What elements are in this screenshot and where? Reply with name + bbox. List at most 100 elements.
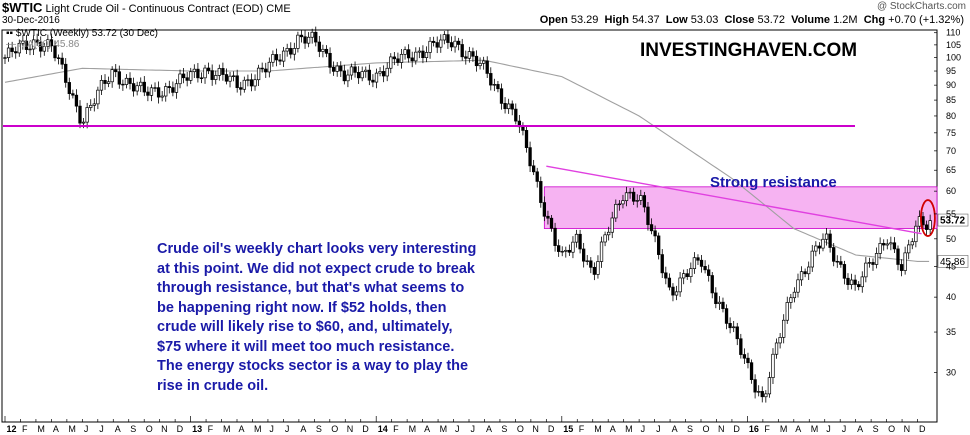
x-tick-label: A [672, 424, 678, 434]
candle-body [392, 56, 396, 60]
candle-body [682, 273, 686, 279]
candle-body [303, 36, 307, 44]
y-tick-label: 95 [946, 66, 956, 76]
candle-body [442, 34, 447, 41]
candle-body [610, 217, 614, 233]
x-tick-label: S [873, 424, 879, 434]
x-tick-label: D [919, 424, 926, 434]
candle-body [199, 77, 204, 79]
candle-body [728, 323, 732, 329]
candle-body [542, 202, 547, 217]
watermark: @ StockCharts.com [876, 1, 966, 12]
candle-body [560, 250, 564, 253]
candle-body [689, 268, 693, 277]
candle-body [128, 77, 132, 84]
candle-body [646, 206, 650, 225]
candle-body [246, 79, 250, 81]
candle-body [924, 224, 929, 230]
low-label: Low [665, 14, 688, 26]
candle-body [296, 34, 300, 49]
candle-body [885, 243, 889, 246]
candle-body [485, 60, 489, 74]
candle-body [160, 95, 164, 98]
candle-body [849, 279, 854, 285]
candle-body [839, 261, 843, 265]
chart-legend: ▪▪ $WTIC (Weekly) 53.72 (30 Dec) — MA(90… [6, 28, 158, 50]
candle-body [464, 56, 468, 59]
candle-body [264, 68, 268, 73]
chart-symbol: $WTIC [2, 0, 43, 15]
candle-body [46, 39, 50, 47]
x-tick-label: 12 [7, 424, 17, 434]
candle-body [267, 61, 271, 73]
candle-body [360, 71, 364, 79]
candle-body [828, 233, 832, 248]
candle-body [678, 277, 682, 293]
candle-body [474, 55, 479, 67]
candle-body [124, 77, 129, 85]
x-tick-label: M [594, 424, 602, 434]
candle-body [632, 191, 636, 202]
candle-body [853, 279, 857, 285]
breakout-ellipse [920, 199, 936, 237]
candle-body [171, 87, 175, 93]
candle-body [31, 39, 36, 50]
candle-body [71, 93, 75, 96]
x-tick-label: A [115, 424, 121, 434]
candle-body [371, 79, 375, 83]
candle-body [381, 71, 386, 77]
x-tick-label: F [208, 424, 214, 434]
candle-body [685, 273, 689, 277]
last-close-tag-text: 53.72 [940, 216, 965, 227]
candle-body [810, 250, 814, 268]
x-tick-label: D [177, 424, 184, 434]
candle-body [842, 264, 847, 279]
candle-body [299, 34, 304, 38]
volume-label: Volume [791, 14, 831, 26]
x-tick-label: O [146, 424, 153, 434]
candle-body [635, 200, 639, 202]
candle-body [785, 302, 789, 321]
candle-body [439, 39, 443, 48]
last-close-tag-box [937, 213, 969, 227]
candle-body [492, 84, 497, 86]
ma90-line [4, 59, 930, 262]
x-tick-label: M [254, 424, 262, 434]
candle-body [60, 57, 64, 65]
candle-body [599, 241, 604, 262]
candle-body [535, 171, 539, 182]
candle-body [217, 68, 221, 76]
candle-body [339, 65, 343, 72]
y-tick-label: 55 [946, 209, 956, 219]
candle-body [356, 72, 361, 79]
candle-body [181, 73, 186, 79]
candle-body [832, 247, 836, 262]
candle-body [424, 52, 429, 59]
candle-body [249, 79, 254, 87]
x-tick-label: J [285, 424, 290, 434]
y-tick-label: 90 [946, 80, 956, 90]
x-tick-label: J [84, 424, 89, 434]
candle-body [228, 75, 232, 82]
candle-body [146, 91, 150, 96]
candle-body [807, 266, 811, 275]
candle-body [889, 242, 893, 245]
candle-body [342, 70, 346, 82]
x-tick-label: N [904, 424, 911, 434]
resistance-zone [543, 186, 938, 229]
candle-body [149, 87, 154, 96]
x-tick-label: M [409, 424, 417, 434]
candle-body [714, 292, 718, 304]
candle-body [749, 362, 754, 380]
candle-body [156, 87, 161, 98]
legend-series-label: $WTIC (Weekly) 53.72 (30 Dec) [15, 28, 158, 39]
legend-ma: — MA(90) 45.86 [6, 39, 158, 50]
y-tick-label: 85 [946, 95, 956, 105]
candle-body [253, 79, 257, 87]
candle-body [928, 220, 932, 230]
candle-body [481, 60, 486, 64]
candle-body [292, 48, 296, 55]
candle-body [210, 70, 214, 80]
candle-body [724, 308, 729, 324]
candle-body [792, 291, 797, 299]
